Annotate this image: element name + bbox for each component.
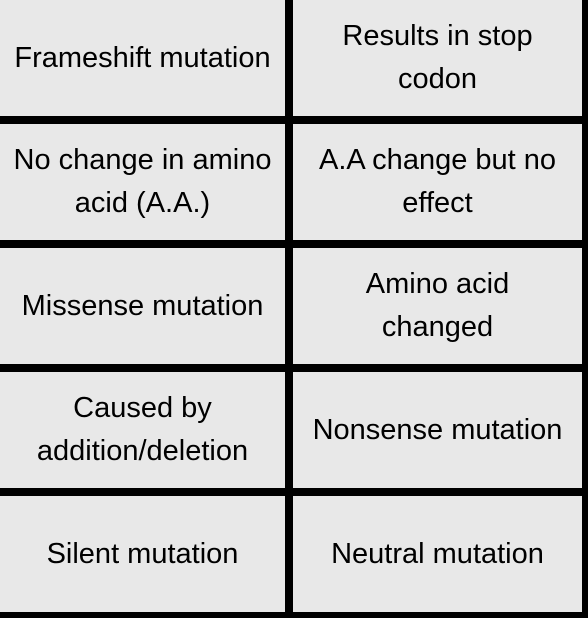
card-amino-acid-changed[interactable]: Amino acid changed: [293, 248, 582, 364]
card-missense-mutation[interactable]: Missense mutation: [0, 248, 285, 364]
card-results-in-stop-codon[interactable]: Results in stop codon: [293, 0, 582, 116]
card-frameshift-mutation[interactable]: Frameshift mutation: [0, 0, 285, 116]
card-nonsense-mutation[interactable]: Nonsense mutation: [293, 372, 582, 488]
card-silent-mutation[interactable]: Silent mutation: [0, 496, 285, 612]
card-no-change-in-amino-acid[interactable]: No change in amino acid (A.A.): [0, 124, 285, 240]
card-caused-by-addition-deletion[interactable]: Caused by addition/deletion: [0, 372, 285, 488]
card-aa-change-but-no-effect[interactable]: A.A change but no effect: [293, 124, 582, 240]
card-neutral-mutation[interactable]: Neutral mutation: [293, 496, 582, 612]
